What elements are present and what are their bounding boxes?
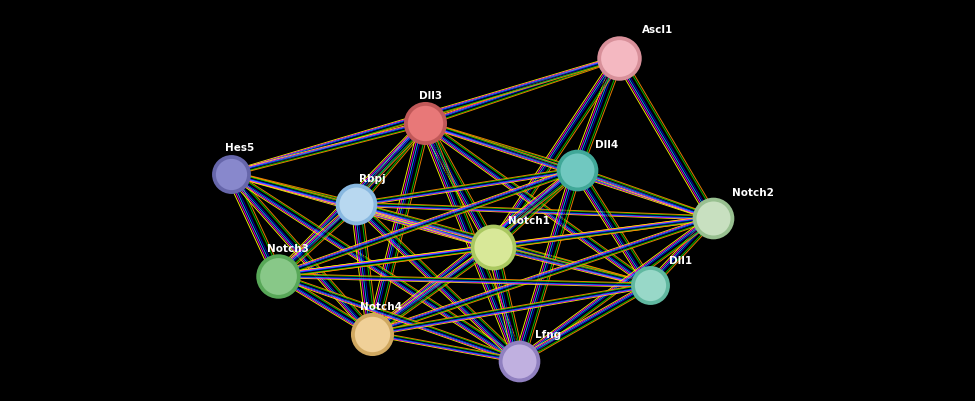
- Point: [270, 273, 286, 279]
- Point: [365, 330, 380, 337]
- Point: [223, 170, 239, 177]
- Text: Notch2: Notch2: [732, 188, 773, 198]
- Point: [705, 215, 721, 221]
- Point: [416, 120, 432, 127]
- Text: Lfng: Lfng: [534, 330, 561, 340]
- Point: [568, 166, 584, 173]
- Text: Notch1: Notch1: [509, 216, 550, 225]
- Point: [223, 170, 239, 177]
- Point: [610, 55, 626, 61]
- Point: [643, 282, 658, 289]
- Point: [568, 166, 584, 173]
- Text: Notch4: Notch4: [360, 302, 402, 312]
- Text: Rbpj: Rbpj: [359, 174, 385, 184]
- Text: Dll3: Dll3: [419, 91, 443, 101]
- Point: [485, 243, 500, 250]
- Point: [610, 55, 626, 61]
- Point: [705, 215, 721, 221]
- Point: [416, 120, 432, 127]
- Text: Ascl1: Ascl1: [642, 25, 673, 35]
- Point: [349, 201, 365, 208]
- Point: [511, 357, 526, 364]
- Point: [643, 282, 658, 289]
- Text: Notch3: Notch3: [267, 245, 309, 255]
- Text: Hes5: Hes5: [225, 144, 254, 154]
- Text: Dll1: Dll1: [669, 256, 692, 266]
- Point: [365, 330, 380, 337]
- Point: [349, 201, 365, 208]
- Point: [485, 243, 500, 250]
- Point: [270, 273, 286, 279]
- Text: Dll4: Dll4: [596, 140, 619, 150]
- Point: [511, 357, 526, 364]
